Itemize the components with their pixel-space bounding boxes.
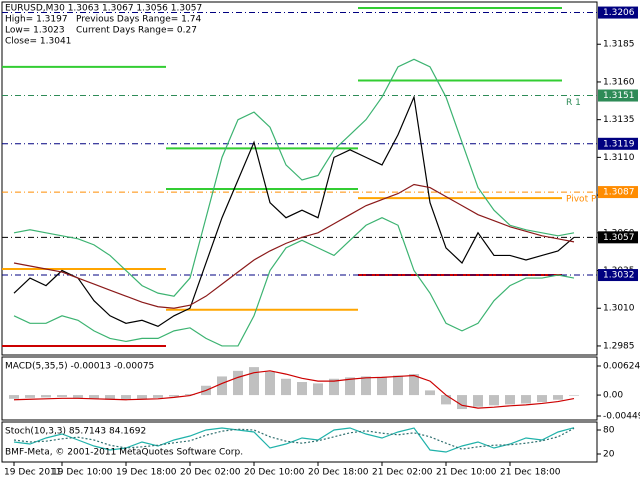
histogram-bar: [233, 370, 243, 396]
series-line: [13, 427, 575, 450]
histogram-bar: [521, 395, 531, 404]
histogram-bar: [41, 395, 51, 398]
histogram-bar: [361, 376, 371, 396]
info: Current Days Range= 0.27: [76, 26, 197, 36]
series-line: [13, 370, 575, 409]
histogram-bar: [553, 395, 563, 400]
x-tick-label: 19 Dec 2011: [4, 468, 62, 478]
histogram-bar: [569, 395, 579, 396]
info: High= 1.3197: [5, 15, 68, 25]
price-box-label: 1.3057: [603, 233, 635, 243]
info: Close= 1.3041: [5, 37, 71, 47]
histogram-bar: [393, 375, 403, 396]
x-tick-label: 19 Dec 10:00: [52, 468, 113, 478]
level-label: R 1: [566, 98, 581, 108]
histogram-bar: [137, 395, 147, 399]
price-box-label: 1.3087: [603, 188, 635, 198]
macd-panel: [1, 356, 598, 421]
x-tick-label: 21 Dec 02:00: [372, 468, 433, 478]
histogram-bar: [89, 395, 99, 399]
y-tick-label: 20: [603, 450, 615, 460]
histogram-bar: [73, 395, 83, 398]
histogram-bar: [265, 371, 275, 396]
layer: 1.29851.30101.30351.30601.30851.31101.31…: [2, 6, 640, 478]
series-line: [13, 183, 575, 309]
series-line: [13, 217, 575, 347]
series-line: [13, 427, 575, 453]
info: Low= 1.3023: [5, 26, 65, 36]
y-tick-label: 1.3110: [603, 153, 635, 163]
price-box-label: 1.3151: [603, 91, 635, 101]
histogram-bar: [377, 377, 387, 396]
y-tick-label: 1.3010: [603, 304, 635, 314]
histogram-bar: [329, 378, 339, 396]
histogram-bar: [281, 378, 291, 396]
histogram-bar: [441, 395, 451, 405]
x-tick-label: 21 Dec 10:00: [436, 468, 497, 478]
x-tick-label: 20 Dec 10:00: [244, 468, 305, 478]
price-box-label: 1.3119: [603, 139, 635, 149]
histogram-bar: [489, 395, 499, 406]
price-box-label: 1.3206: [603, 8, 635, 18]
symbol-title: EURUSD,M30 1.3063 1.3067 1.3056 1.3057: [5, 4, 202, 14]
price-panel: [1, 1, 598, 356]
histogram-bar: [409, 374, 419, 396]
price-box: [598, 6, 638, 19]
info: Previous Days Range= 1.74: [76, 15, 201, 25]
y-tick-label: 0.00624: [603, 361, 640, 371]
histogram-bar: [425, 390, 435, 396]
histogram-bar: [121, 395, 131, 400]
price-box: [598, 231, 638, 244]
x-tick-label: 20 Dec 18:00: [308, 468, 369, 478]
histogram-bar: [537, 395, 547, 403]
level-label: Pivot P: [566, 195, 597, 205]
y-tick-label: 1.3185: [603, 40, 635, 50]
series-line: [13, 58, 575, 297]
histogram-bar: [153, 395, 163, 398]
histogram-bar: [25, 395, 35, 398]
x-tick-label: 20 Dec 02:00: [180, 468, 241, 478]
price-box: [598, 137, 638, 150]
histogram-bar: [345, 377, 355, 396]
histogram-bar: [473, 395, 483, 407]
series-line: [13, 94, 575, 328]
y-tick-label: 1.3160: [603, 77, 635, 87]
histogram-bar: [9, 395, 19, 399]
macd-title: MACD(5,35,5) -0.00013 -0.00075: [5, 362, 154, 372]
stoch-panel: [1, 421, 598, 463]
histogram-bar: [105, 395, 115, 400]
y-tick-label: -0.00449: [603, 411, 640, 421]
x-tick-label: 19 Dec 18:00: [116, 468, 177, 478]
histogram-bar: [297, 382, 307, 396]
histogram-bar: [169, 395, 179, 397]
y-tick-label: 0.00: [603, 391, 623, 401]
y-tick-label: 1.3135: [603, 115, 635, 125]
x-tick-label: 21 Dec 18:00: [500, 468, 561, 478]
y-tick-label: 1.2985: [603, 341, 635, 351]
histogram-bar: [57, 395, 67, 397]
price-box: [598, 269, 638, 282]
histogram-bar: [249, 367, 259, 396]
stoch-title: Stoch(10,3,3) 85.7143 84.1692: [5, 427, 146, 437]
price-box: [598, 89, 638, 102]
histogram-bar: [185, 394, 195, 396]
price-box: [598, 186, 638, 199]
histogram-bar: [217, 376, 227, 396]
histogram-bar: [505, 395, 515, 405]
y-tick-label: 80: [603, 426, 615, 436]
histogram-bar: [313, 383, 323, 396]
copyright: BMF-Meta, © 2001-2011 MetaQuotes Softwar…: [5, 448, 243, 458]
price-box-label: 1.3032: [603, 271, 635, 281]
histogram-bar: [457, 395, 467, 410]
